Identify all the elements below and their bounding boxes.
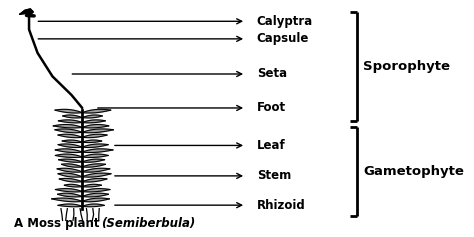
Polygon shape [57, 168, 82, 172]
Polygon shape [62, 140, 82, 143]
Polygon shape [82, 115, 102, 118]
Text: Capsule: Capsule [256, 32, 309, 45]
Text: Seta: Seta [256, 68, 287, 81]
Polygon shape [62, 164, 82, 167]
Polygon shape [64, 184, 82, 187]
Polygon shape [82, 109, 111, 113]
Polygon shape [82, 198, 109, 202]
Polygon shape [82, 149, 113, 153]
Polygon shape [58, 173, 82, 177]
Polygon shape [20, 9, 33, 15]
Polygon shape [58, 144, 82, 147]
Polygon shape [57, 193, 82, 197]
Polygon shape [82, 129, 113, 133]
Polygon shape [55, 149, 82, 153]
Polygon shape [55, 129, 82, 133]
Polygon shape [82, 120, 105, 123]
Text: Stem: Stem [256, 169, 291, 182]
Polygon shape [82, 124, 109, 128]
Polygon shape [58, 159, 82, 162]
Polygon shape [82, 178, 107, 182]
Polygon shape [82, 144, 108, 147]
Polygon shape [82, 204, 104, 207]
Polygon shape [55, 154, 82, 157]
Polygon shape [82, 154, 108, 157]
Polygon shape [82, 134, 107, 138]
Polygon shape [82, 168, 110, 172]
Text: A Moss plant: A Moss plant [14, 217, 104, 230]
Polygon shape [82, 193, 109, 197]
Polygon shape [58, 134, 82, 138]
Polygon shape [82, 173, 111, 177]
Polygon shape [58, 204, 82, 207]
Text: Sporophyte: Sporophyte [363, 60, 450, 73]
Text: Foot: Foot [256, 101, 286, 114]
Polygon shape [52, 198, 82, 202]
Polygon shape [82, 189, 110, 192]
Polygon shape [55, 109, 82, 113]
Polygon shape [58, 120, 82, 123]
Polygon shape [55, 189, 82, 192]
Polygon shape [82, 164, 106, 167]
Polygon shape [63, 115, 82, 118]
Polygon shape [59, 178, 82, 182]
Text: (Semiberbula): (Semiberbula) [101, 217, 196, 230]
Polygon shape [82, 184, 101, 187]
Text: Calyptra: Calyptra [256, 15, 313, 28]
Text: Leaf: Leaf [256, 139, 285, 152]
Polygon shape [82, 159, 105, 162]
Polygon shape [82, 140, 102, 143]
Polygon shape [53, 124, 82, 128]
Text: Gametophyte: Gametophyte [363, 165, 464, 178]
Text: Rhizoid: Rhizoid [256, 199, 305, 212]
